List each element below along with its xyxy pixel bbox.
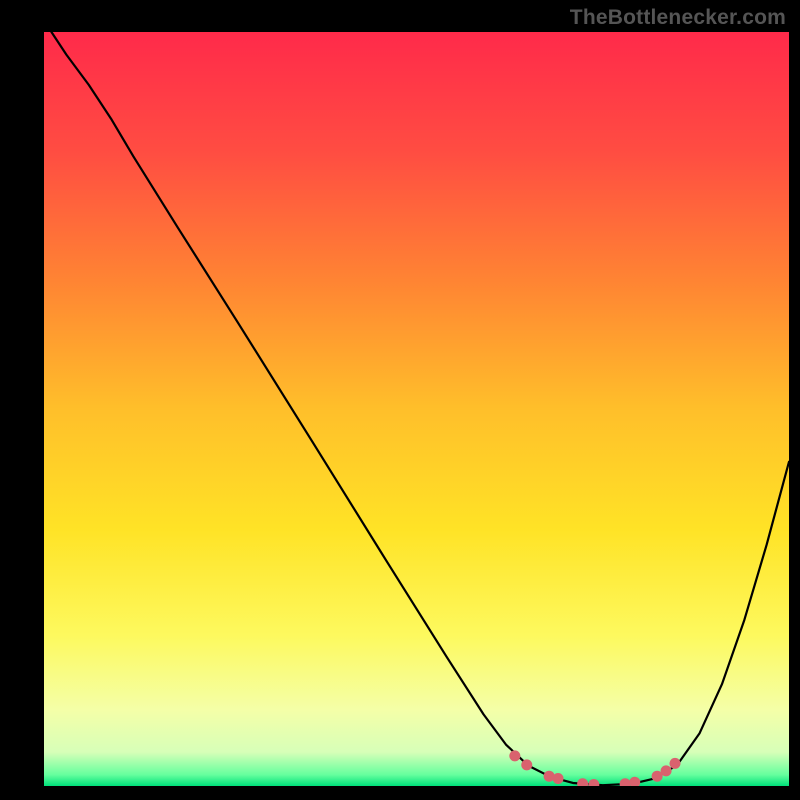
chart-marker	[670, 758, 681, 769]
plot-area	[44, 32, 789, 786]
chart-marker	[521, 759, 532, 770]
chart-marker	[661, 765, 672, 776]
chart-marker	[509, 750, 520, 761]
watermark-text: TheBottlenecker.com	[570, 6, 786, 30]
chart-svg	[44, 32, 789, 786]
chart-root: TheBottlenecker.com	[0, 0, 800, 800]
chart-marker	[553, 773, 564, 784]
chart-background	[44, 32, 789, 786]
